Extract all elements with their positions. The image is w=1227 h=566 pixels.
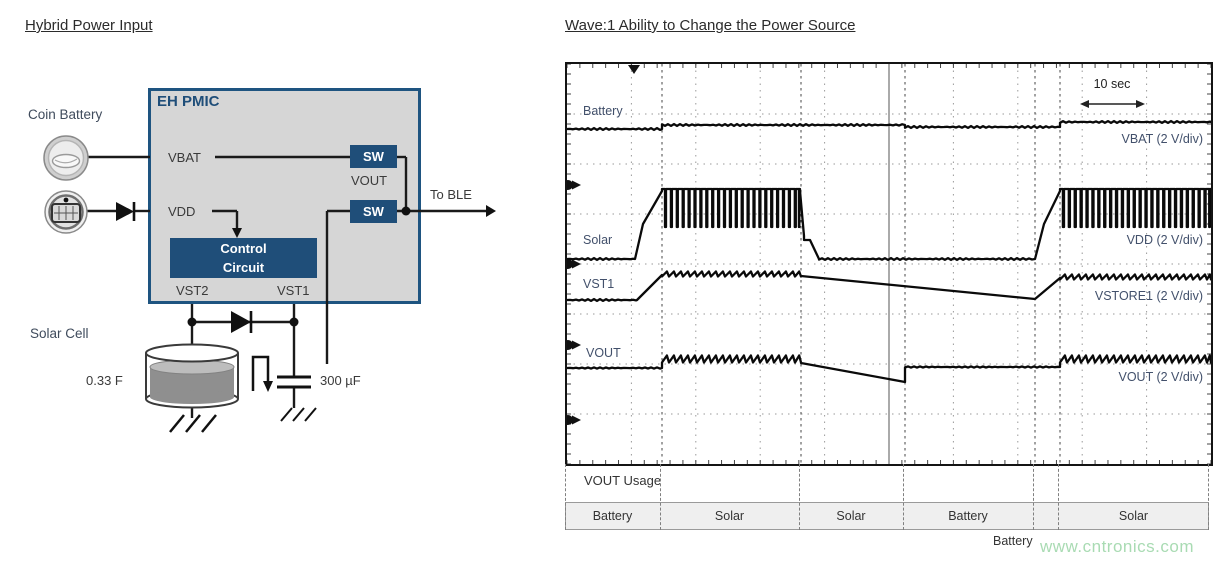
channel-scale-vdd: VDD (2 V/div) bbox=[1126, 233, 1203, 247]
pin-vdd: VDD bbox=[168, 204, 196, 219]
circuit-diagram bbox=[43, 135, 496, 433]
junction-dots bbox=[187, 206, 411, 327]
capacitor-300uf bbox=[277, 375, 311, 389]
diode-solar-icon bbox=[116, 202, 136, 221]
channel-marker bbox=[567, 415, 573, 425]
usage-separator bbox=[799, 464, 800, 530]
channel-label-vst1: VST1 bbox=[583, 277, 615, 291]
usage-separator bbox=[660, 464, 661, 530]
watermark: www.cntronics.com bbox=[1040, 537, 1194, 556]
cap-value: 300 µF bbox=[320, 373, 361, 388]
wires bbox=[87, 155, 486, 418]
channel-scale-vstore1: VSTORE1 (2 V/div) bbox=[1094, 289, 1203, 303]
chip-name: EH PMIC bbox=[157, 93, 220, 110]
usage-segment-label: Solar bbox=[1118, 509, 1149, 523]
switch-sw2: SW bbox=[350, 200, 397, 223]
to-ble-arrowhead bbox=[486, 205, 496, 217]
pin-vbat: VBAT bbox=[168, 150, 201, 165]
ground-symbol bbox=[169, 414, 217, 433]
oscilloscope-screen: Battery VBAT (2 V/div) Solar VDD (2 V/di… bbox=[565, 62, 1213, 466]
time-arrow bbox=[1136, 100, 1145, 108]
pin-vout: VOUT bbox=[351, 173, 388, 188]
ground-symbol bbox=[280, 407, 317, 422]
usage-segment-label: Battery bbox=[592, 509, 633, 523]
channel-marker bbox=[567, 259, 573, 269]
usage-separator bbox=[565, 464, 566, 530]
usage-below-label: Battery bbox=[993, 534, 1033, 548]
channel-marker bbox=[572, 340, 581, 350]
discharge-arrow-icon bbox=[251, 355, 273, 392]
channel-label-solar: Solar bbox=[583, 233, 613, 247]
time-scale-label: 10 sec bbox=[1093, 77, 1131, 91]
channel-marker bbox=[572, 180, 581, 190]
switch-sw1: SW bbox=[350, 145, 397, 168]
solar-cell-icon bbox=[44, 190, 88, 234]
waveform-battery bbox=[567, 119, 1211, 132]
control-circuit-line2: Circuit bbox=[222, 260, 265, 275]
coin-battery-icon bbox=[43, 135, 89, 181]
channel-marker bbox=[567, 340, 573, 350]
waveform-solar bbox=[567, 187, 1211, 262]
usage-bar bbox=[565, 502, 1209, 530]
channel-marker bbox=[572, 415, 581, 425]
usage-separator bbox=[1033, 464, 1034, 530]
supercap-value: 0.33 F bbox=[86, 373, 123, 388]
diode-vst-icon bbox=[231, 311, 253, 333]
usage-segment-label: Solar bbox=[714, 509, 745, 523]
usage-separator bbox=[1058, 464, 1059, 530]
right-figure-title: Wave:1 Ability to Change the Power Sourc… bbox=[565, 17, 856, 34]
usage-title: VOUT Usage bbox=[584, 473, 662, 488]
channel-label-battery: Battery bbox=[583, 104, 623, 118]
control-circuit-line1: Control bbox=[220, 241, 267, 256]
channel-marker bbox=[567, 180, 573, 190]
left-figure-title: Hybrid Power Input bbox=[25, 17, 153, 34]
waveform-vout bbox=[567, 354, 1211, 384]
channel-label-vout: VOUT bbox=[586, 346, 621, 360]
channel-marker bbox=[572, 259, 581, 269]
usage-segment-label: Battery bbox=[948, 509, 988, 523]
usage-segment-label: Solar bbox=[836, 509, 866, 523]
channel-scale-vout: VOUT (2 V/div) bbox=[1118, 370, 1203, 384]
waveform-plot bbox=[567, 64, 1211, 464]
channel-scale-vbat: VBAT (2 V/div) bbox=[1121, 132, 1203, 146]
usage-separator bbox=[903, 464, 904, 530]
trigger-marker bbox=[628, 65, 640, 74]
coin-battery-label: Coin Battery bbox=[28, 107, 103, 122]
to-ble-label: To BLE bbox=[430, 187, 472, 202]
waveform-vst1 bbox=[567, 270, 1211, 303]
time-arrow bbox=[1080, 100, 1089, 108]
vout-usage-strip: VOUT Usage Battery Solar Solar Battery Solar bbox=[565, 464, 1209, 534]
usage-separator bbox=[1208, 464, 1209, 530]
control-circuit-box: Control Circuit bbox=[170, 238, 317, 278]
pin-vst1: VST1 bbox=[277, 283, 310, 298]
vdd-arrowhead bbox=[232, 228, 242, 238]
supercapacitor bbox=[145, 343, 239, 409]
solar-cell-label: Solar Cell bbox=[30, 326, 89, 341]
pin-vst2: VST2 bbox=[176, 283, 209, 298]
